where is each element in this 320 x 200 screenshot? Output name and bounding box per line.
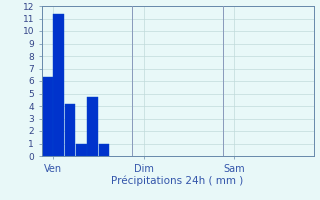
X-axis label: Précipitations 24h ( mm ): Précipitations 24h ( mm ) <box>111 175 244 186</box>
Bar <box>87 97 98 156</box>
Bar <box>65 104 75 156</box>
Bar <box>53 14 64 156</box>
Bar <box>42 77 53 156</box>
Bar <box>76 144 87 156</box>
Bar <box>99 144 109 156</box>
